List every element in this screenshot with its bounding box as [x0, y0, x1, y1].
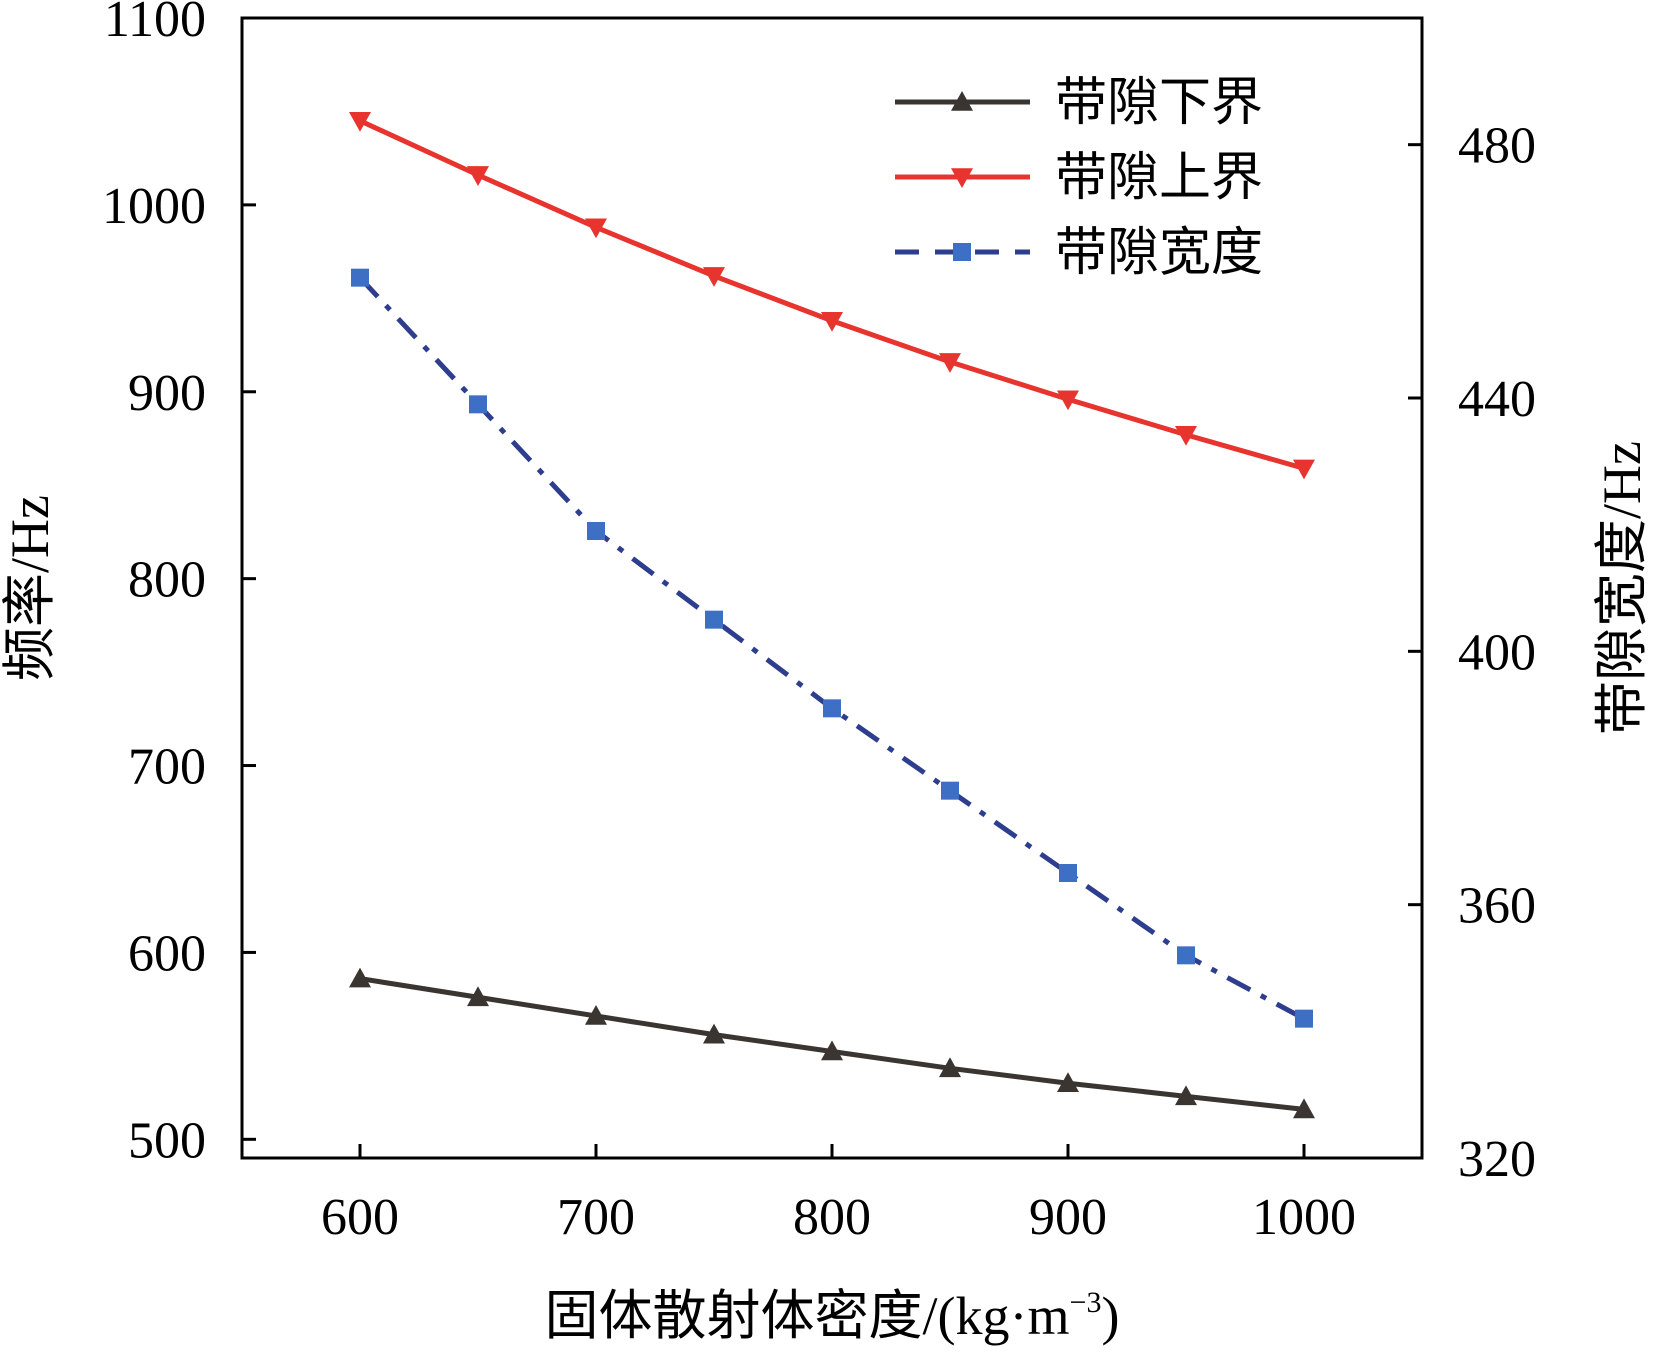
x-axis-label-main: 固体散射体密度/(kg·m [545, 1286, 1070, 1346]
data-point [705, 610, 723, 629]
series-2 [351, 268, 1313, 1028]
y-tick-label: 700 [128, 739, 206, 796]
data-point [1295, 1009, 1313, 1028]
series-1 [349, 111, 1315, 480]
y-tick-label: 800 [128, 552, 206, 609]
y-tick-label: 500 [128, 1112, 206, 1169]
x-tick-label: 800 [793, 1189, 871, 1246]
x-axis-ticks: 600 700 800 900 1000 [321, 1144, 1356, 1246]
data-point [1057, 390, 1079, 411]
data-point [703, 1023, 725, 1044]
data-point [1059, 864, 1077, 882]
data-point [585, 218, 607, 239]
legend-swatch-marker [953, 243, 971, 261]
data-point [585, 1004, 607, 1025]
y2-tick-label: 440 [1458, 371, 1536, 428]
data-point [1175, 425, 1197, 446]
y-axis-label: 频率/Hz [0, 495, 60, 681]
y2-axis-label: 带隙宽度/Hz [1592, 441, 1652, 735]
data-point [941, 781, 959, 800]
x-axis-label-exponent: −3 [1070, 1286, 1102, 1319]
data-point [469, 395, 487, 414]
data-point [1177, 946, 1195, 965]
data-point [1293, 1098, 1315, 1119]
y2-tick-label: 400 [1458, 624, 1536, 681]
y-tick-label: 1000 [102, 178, 206, 235]
x-tick-label: 600 [321, 1189, 399, 1246]
y2-tick-label: 360 [1458, 878, 1536, 935]
data-point [1293, 459, 1315, 480]
x-tick-label: 900 [1029, 1189, 1107, 1246]
data-point [351, 268, 369, 287]
x-axis-label-close: ) [1101, 1286, 1119, 1346]
data-point [467, 166, 489, 186]
data-point [821, 311, 843, 332]
x-tick-label: 1000 [1252, 1189, 1356, 1246]
legend-swatch-marker [951, 91, 973, 111]
y-tick-label: 1100 [104, 0, 206, 48]
data-point [349, 111, 371, 132]
legend-item: 带隙下界 [895, 75, 1263, 132]
legend-label: 带隙上界 [1055, 150, 1263, 207]
legend-item: 带隙宽度 [895, 225, 1263, 282]
y2-tick-label: 320 [1458, 1131, 1536, 1188]
x-axis-label: 固体散射体密度/(kg·m−3) [545, 1286, 1120, 1346]
data-point [587, 522, 605, 540]
data-point [823, 699, 841, 718]
series-layer [349, 111, 1315, 1119]
x-tick-label: 700 [557, 1189, 635, 1246]
legend-item: 带隙上界 [895, 150, 1263, 207]
data-point [467, 986, 489, 1007]
data-point [939, 353, 961, 373]
data-point [939, 1057, 961, 1078]
legend-label: 带隙宽度 [1055, 225, 1263, 282]
y2-tick-label: 480 [1458, 118, 1536, 175]
data-point [1057, 1072, 1079, 1093]
y-tick-label: 900 [128, 365, 206, 422]
right-axis-ticks: 320 360 400 440 480 [1408, 118, 1536, 1188]
legend-label: 带隙下界 [1055, 75, 1263, 132]
left-axis-ticks: 500 600 700 800 900 1000 1100 [102, 0, 256, 1169]
data-point [821, 1040, 843, 1061]
series-line [358, 275, 1306, 1021]
y-tick-label: 600 [128, 925, 206, 982]
data-point [349, 967, 371, 988]
data-point [1175, 1085, 1197, 1106]
legend-swatch-marker [951, 168, 973, 188]
series-0 [349, 967, 1315, 1119]
data-point [703, 267, 725, 287]
